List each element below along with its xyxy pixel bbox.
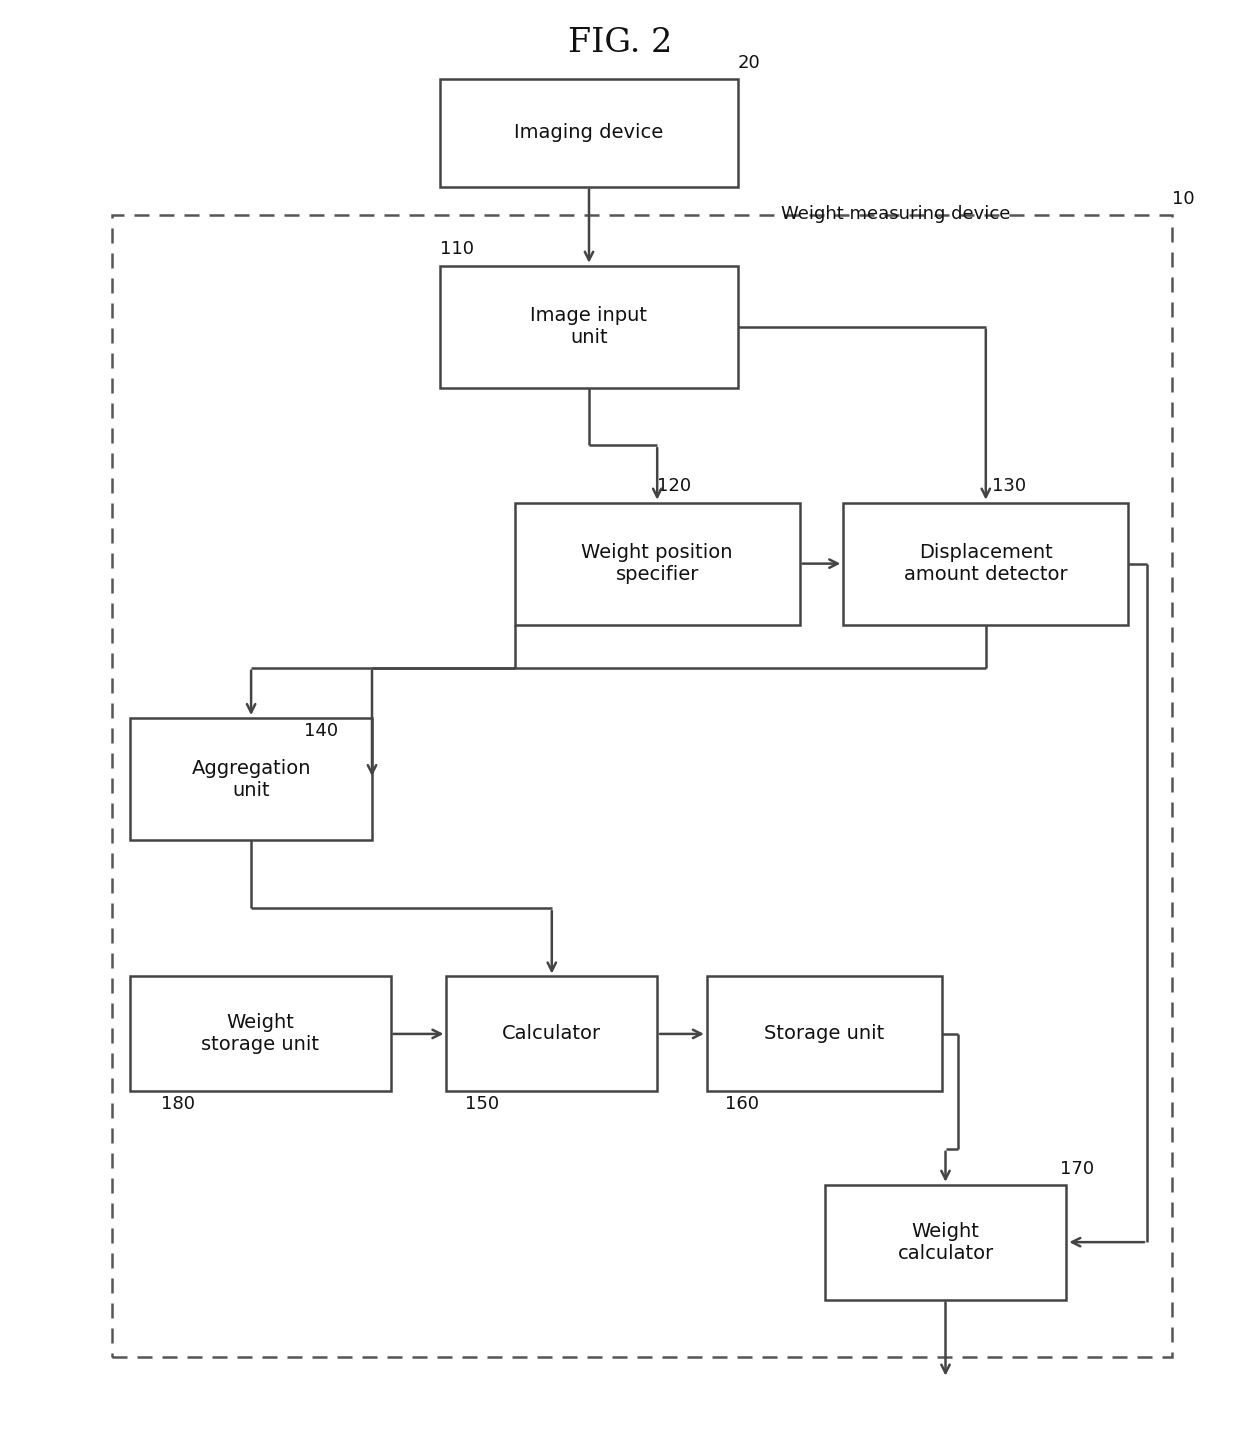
Text: 120: 120 — [657, 477, 692, 495]
Bar — [707, 976, 942, 1091]
Text: Weight measuring device: Weight measuring device — [781, 204, 1011, 223]
Bar — [843, 503, 1128, 625]
Text: Weight
calculator: Weight calculator — [898, 1222, 993, 1262]
Text: 140: 140 — [304, 721, 339, 740]
Text: Storage unit: Storage unit — [765, 1024, 884, 1044]
Text: Calculator: Calculator — [502, 1024, 601, 1044]
Text: Imaging device: Imaging device — [515, 123, 663, 142]
Bar — [515, 503, 800, 625]
Bar — [130, 718, 372, 840]
Text: 150: 150 — [465, 1094, 500, 1113]
Text: 130: 130 — [992, 477, 1027, 495]
Bar — [112, 215, 1172, 1357]
Text: 10: 10 — [1172, 190, 1194, 208]
Text: FIG. 2: FIG. 2 — [568, 27, 672, 59]
Text: Weight position
specifier: Weight position specifier — [582, 543, 733, 584]
Text: 20: 20 — [738, 53, 760, 72]
Text: 110: 110 — [440, 240, 474, 258]
Bar — [440, 79, 738, 187]
Bar — [130, 976, 391, 1091]
Text: Aggregation
unit: Aggregation unit — [191, 758, 311, 800]
Bar — [440, 266, 738, 388]
Text: Weight
storage unit: Weight storage unit — [201, 1014, 320, 1054]
Bar — [446, 976, 657, 1091]
Text: Image input
unit: Image input unit — [531, 306, 647, 348]
Text: Displacement
amount detector: Displacement amount detector — [904, 543, 1068, 584]
Text: 180: 180 — [161, 1094, 195, 1113]
Text: 160: 160 — [725, 1094, 759, 1113]
Bar — [825, 1185, 1066, 1300]
Text: 170: 170 — [1060, 1159, 1095, 1178]
